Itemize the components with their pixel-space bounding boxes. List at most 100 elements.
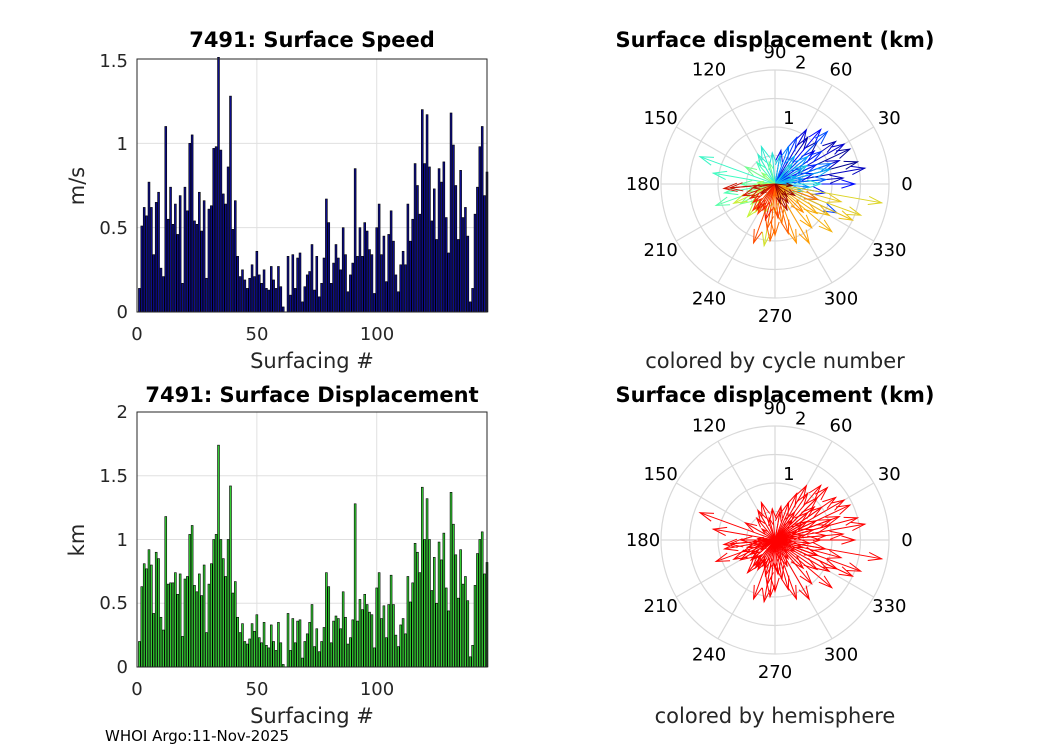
speed-bar <box>150 207 153 313</box>
displacement-bar <box>339 628 343 668</box>
speed-bar <box>397 291 400 313</box>
polar-hemisphere-vector <box>752 539 776 601</box>
speed-bar <box>361 256 364 313</box>
speed-bar <box>476 186 479 313</box>
polar-cycle-vector <box>774 183 820 201</box>
speed-bar <box>480 126 484 313</box>
displacement-bar <box>461 583 465 668</box>
speed-bar <box>195 223 199 313</box>
speed-bar <box>214 146 218 313</box>
speed-ytick: 0.5 <box>99 218 128 239</box>
speed-bar <box>291 254 295 313</box>
speed-bar <box>183 186 187 313</box>
polar-hemisphere-angle-label: 0 <box>901 530 912 551</box>
speed-bar <box>200 230 203 313</box>
speed-bar <box>171 223 175 313</box>
displacement-bar <box>325 572 328 668</box>
polar-hemisphere-vector <box>774 539 820 557</box>
displacement-bar <box>205 632 208 668</box>
speed-bar <box>387 234 390 313</box>
polar-hemisphere-vector <box>743 522 776 541</box>
polar-hemisphere-angle-label: 240 <box>692 644 726 665</box>
displacement-bar <box>337 618 340 668</box>
displacement-bar <box>433 557 436 668</box>
polar-hemisphere-vector <box>774 535 797 541</box>
displacement-bar <box>435 602 438 668</box>
polar-hemisphere-vector <box>774 520 809 541</box>
displacement-bar <box>370 614 374 668</box>
speed-bar <box>186 210 189 313</box>
displacement-bar <box>409 601 412 668</box>
displacement-bar <box>255 614 259 668</box>
speed-bar <box>159 267 163 313</box>
polar-hemisphere-vector <box>757 508 776 541</box>
displacement-bar <box>195 591 199 668</box>
polar-hemisphere-vector <box>755 516 776 541</box>
polar-hemisphere-vector <box>774 539 884 562</box>
displacement-bar <box>210 563 213 668</box>
speed-chart-title: 7491: Surface Speed <box>189 28 435 52</box>
polar-hemisphere-vector <box>774 539 797 553</box>
speed-bar <box>385 281 388 313</box>
speed-bar <box>325 198 328 313</box>
speed-bar <box>394 274 398 313</box>
speed-bar <box>327 222 331 313</box>
polar-hemisphere-caption: colored by hemisphere <box>655 704 896 728</box>
speed-bar <box>164 126 168 313</box>
speed-bar <box>166 218 170 313</box>
displacement-bar <box>341 591 345 668</box>
displacement-bar <box>219 539 223 668</box>
polar-cycle-angle-label: 30 <box>878 108 901 129</box>
polar-hemisphere-vector <box>774 539 855 577</box>
polar-hemisphere-vector <box>698 512 776 541</box>
displacement-bar <box>476 553 479 668</box>
displacement-bar <box>399 624 402 668</box>
displacement-bar <box>258 637 261 668</box>
polar-cycle-vector <box>760 144 776 185</box>
polar-cycle-angle-label: 90 <box>764 42 787 63</box>
speed-bar <box>437 168 441 313</box>
speed-bar <box>243 279 247 313</box>
displacement-bar <box>229 485 232 668</box>
polar-cycle-vector <box>750 183 776 190</box>
polar-cycle-vector <box>774 182 794 188</box>
speed-bar <box>456 239 460 313</box>
speed-bar <box>241 269 244 313</box>
displacement-bar <box>162 629 165 668</box>
polar-cycle-vector <box>774 154 782 185</box>
polar-hemisphere-title: Surface displacement (km) <box>615 383 934 407</box>
polar-cycle-vector <box>774 183 797 197</box>
speed-bar <box>313 289 316 313</box>
displacement-bar <box>142 563 146 668</box>
speed-bar <box>224 203 227 313</box>
polar-cycle-vector <box>774 183 790 205</box>
displacement-bar <box>183 578 187 668</box>
polar-hemisphere-vector <box>756 539 776 568</box>
displacement-bar <box>313 646 316 668</box>
displacement-bar <box>289 650 292 668</box>
displacement-bar <box>480 531 484 668</box>
displacement-bar <box>320 641 323 668</box>
displacement-ylabel: km <box>65 524 89 557</box>
speed-bar <box>430 220 434 313</box>
speed-chart: 7491: Surface Speed 0 50 100 0 0.5 1 1.5… <box>65 28 489 373</box>
speed-xlabel: Surfacing # <box>250 349 374 373</box>
polar-cycle-vector <box>774 183 813 229</box>
displacement-bar <box>363 594 366 668</box>
speed-bar <box>399 264 402 313</box>
speed-bar <box>229 95 232 313</box>
displacement-bar <box>188 534 191 668</box>
speed-ytick: 1.5 <box>99 51 128 72</box>
displacement-chart: 7491: Surface Displacement 0 50 100 0 0.… <box>65 383 489 728</box>
displacement-bar <box>411 582 414 668</box>
speed-bar <box>267 289 271 313</box>
displacement-bar <box>437 541 441 668</box>
displacement-bar <box>401 618 405 668</box>
polar-hemisphere-vector <box>774 539 843 559</box>
polar-cycle-radius-label: 1 <box>783 108 794 129</box>
displacement-bar <box>404 633 407 668</box>
displacement-bar <box>351 619 355 668</box>
speed-bar <box>356 256 359 313</box>
displacement-bar <box>377 572 381 668</box>
